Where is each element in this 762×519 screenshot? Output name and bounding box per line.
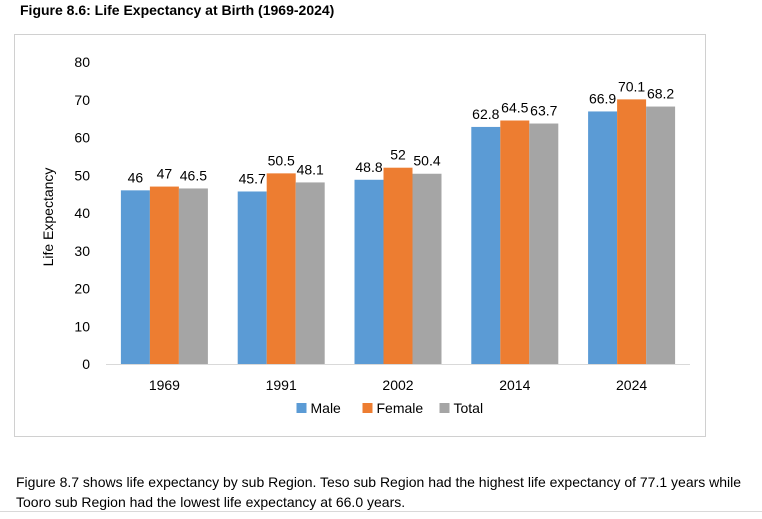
data-label: 64.5: [501, 100, 528, 116]
x-tick-label: 2024: [616, 377, 647, 393]
data-label: 48.1: [297, 161, 324, 177]
x-tick-label: 1991: [266, 377, 297, 393]
bar-female: [383, 167, 413, 364]
legend-label-male: Male: [311, 400, 342, 416]
bar-male: [354, 179, 384, 364]
bar-total: [295, 182, 325, 364]
bar-total: [646, 106, 676, 365]
y-tick-label: 50: [74, 167, 90, 183]
x-tick-label: 2014: [499, 377, 530, 393]
bar-female: [149, 186, 179, 364]
data-label: 63.7: [530, 103, 557, 119]
data-label: 48.8: [355, 159, 382, 175]
data-label: 46.5: [180, 167, 207, 183]
y-tick-label: 40: [74, 205, 90, 221]
legend-label-total: Total: [454, 400, 484, 416]
data-label: 68.2: [647, 86, 674, 102]
data-label: 46: [128, 169, 144, 185]
figure-title: Figure 8.6: Life Expectancy at Birth (19…: [20, 2, 335, 18]
y-tick-label: 0: [82, 356, 90, 372]
data-label: 47: [157, 166, 173, 182]
y-tick-label: 70: [74, 92, 90, 108]
y-tick-label: 80: [74, 54, 90, 70]
bar-female: [266, 173, 296, 364]
y-tick-label: 60: [74, 130, 90, 146]
data-label: 50.5: [268, 152, 295, 168]
data-label: 62.8: [472, 106, 499, 122]
x-tick-label: 2002: [382, 377, 413, 393]
bar-female: [617, 99, 647, 364]
bar-male: [237, 191, 267, 364]
y-tick-label: 30: [74, 243, 90, 259]
y-axis-label: Life Expectancy: [40, 168, 56, 267]
bar-female: [500, 120, 530, 364]
data-label: 45.7: [239, 170, 266, 186]
bar-male: [588, 111, 618, 364]
y-tick-label: 20: [74, 281, 90, 297]
data-label: 50.4: [413, 153, 440, 169]
bar-total: [529, 123, 559, 364]
legend-swatch-total: [439, 403, 450, 413]
legend-swatch-male: [296, 403, 307, 413]
bar-total: [178, 188, 208, 364]
data-label: 70.1: [618, 78, 645, 94]
bar-total: [412, 173, 442, 364]
divider: [0, 511, 762, 512]
figure-caption: Figure 8.7 shows life expectancy by sub …: [16, 474, 742, 510]
legend-swatch-female: [362, 403, 373, 413]
legend-label-female: Female: [377, 400, 424, 416]
data-label: 66.9: [589, 90, 616, 106]
y-tick-label: 10: [74, 318, 90, 334]
bar-male: [120, 190, 150, 364]
x-tick-label: 1969: [149, 377, 180, 393]
bar-male: [471, 126, 501, 365]
data-label: 52: [390, 147, 406, 163]
life-expectancy-chart: 0 10 20 30 40 50 60 70 80 Life Expectancy 46 47 46.5…: [40, 54, 690, 416]
